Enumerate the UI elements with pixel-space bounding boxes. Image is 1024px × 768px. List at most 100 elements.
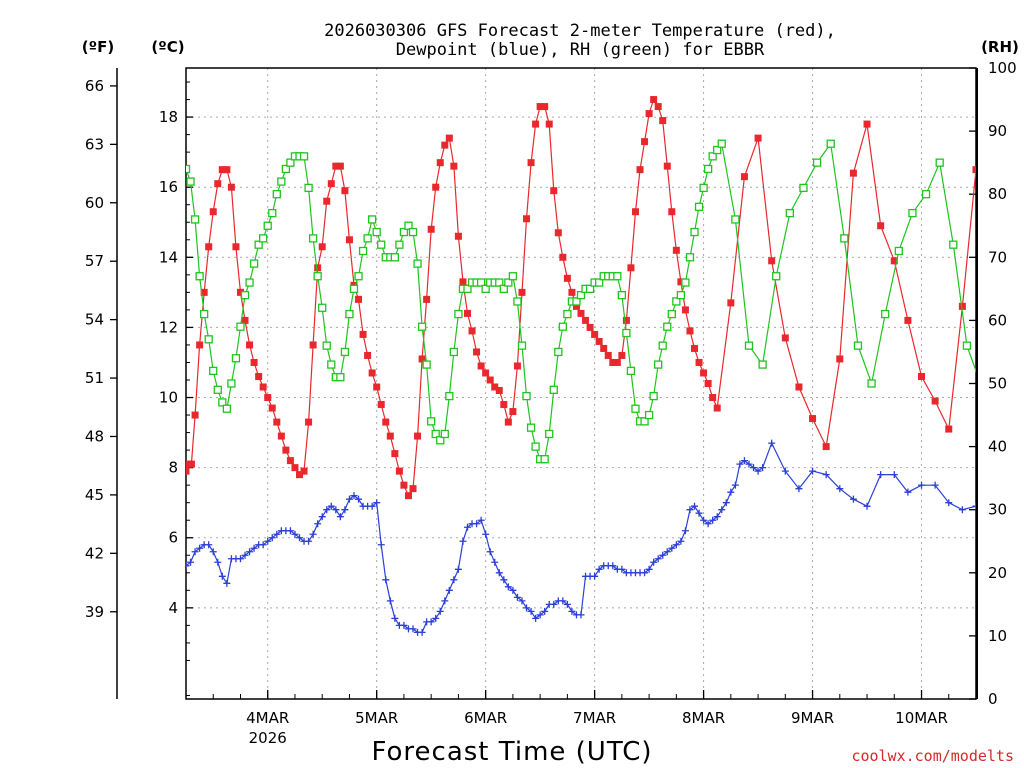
temperature-point: [781, 334, 789, 342]
rh-point: [449, 347, 459, 357]
rh-point: [499, 284, 508, 294]
rh-point: [476, 278, 486, 287]
temperature-point: [572, 302, 580, 310]
rh-point: [758, 360, 767, 369]
rh-point: [299, 152, 309, 161]
rh-point: [644, 410, 654, 420]
dewpoint-point: [454, 565, 462, 573]
rh-point: [340, 347, 350, 357]
rh-point: [631, 404, 640, 413]
dewpoint-point: [890, 471, 898, 479]
temperature-point: [513, 362, 521, 370]
dewpoint-point: [904, 488, 912, 496]
chart-title-line1: 2026030306 GFS Forecast 2-meter Temperat…: [324, 21, 836, 41]
rh-point: [613, 272, 622, 281]
temperature-point: [264, 394, 272, 402]
temperature-point: [336, 162, 344, 170]
rh-point: [200, 309, 209, 319]
dewpoint-point: [491, 558, 499, 566]
temperature-point: [568, 288, 576, 296]
rh-tick-label: 40: [988, 438, 1007, 456]
temperature-point: [822, 443, 830, 451]
dewpoint-point: [450, 576, 458, 584]
temperature-point: [191, 411, 199, 419]
dewpoint-point: [849, 495, 857, 503]
rh-point: [240, 291, 250, 300]
temperature-point: [809, 415, 817, 423]
temperature-point: [663, 162, 671, 170]
temperature-point: [246, 341, 254, 349]
dewpoint-point: [700, 516, 708, 524]
rh-tick-label: 50: [988, 375, 1007, 393]
rh-point: [622, 328, 631, 338]
temperature-point: [200, 288, 208, 296]
dewpoint-point: [641, 569, 649, 577]
dewpoint-point: [482, 530, 490, 538]
dewpoint-point: [296, 534, 304, 542]
rh-point: [445, 391, 454, 401]
dewpoint-point: [668, 544, 676, 552]
rh-point: [554, 347, 563, 357]
dewpoint-point: [509, 586, 517, 594]
rh-point: [495, 278, 504, 287]
rh-point: [545, 429, 554, 439]
rh-unit-label: (RH): [981, 38, 1019, 56]
dewpoint-point: [809, 467, 817, 475]
rh-point: [190, 215, 200, 224]
rh-point: [744, 341, 754, 350]
dewpoint-point: [332, 506, 340, 514]
date-tick-label: 4MAR: [246, 709, 289, 727]
dewpoint-point: [386, 597, 394, 605]
rh-point: [676, 291, 686, 300]
dewpoint-point: [286, 527, 294, 535]
rh-point: [812, 158, 822, 167]
temperature-point: [704, 380, 712, 387]
dewpoint-point: [704, 520, 712, 528]
rh-point: [440, 429, 449, 439]
rh-point: [245, 278, 254, 287]
temperature-point: [418, 355, 426, 363]
temperature-point: [918, 372, 926, 380]
temperature-point: [677, 278, 685, 286]
rh-point: [304, 183, 313, 193]
dewpoint-point: [709, 516, 717, 524]
dewpoint-point: [205, 541, 213, 549]
fahrenheit-tick-label: 48: [85, 427, 104, 445]
temperature-point: [355, 295, 363, 303]
rh-point: [658, 341, 667, 350]
fahrenheit-tick-label: 63: [85, 135, 104, 153]
rh-point: [268, 208, 277, 218]
temperature-point: [309, 341, 317, 349]
rh-point: [318, 303, 327, 312]
rh-point: [277, 177, 286, 186]
fahrenheit-tick-labels: 39 42 45 48 51 54 57 60 63 66: [85, 77, 117, 621]
temperature-point: [314, 264, 322, 272]
temperature-point: [291, 464, 299, 472]
temperature-point: [713, 404, 721, 412]
date-tick-label: 8MAR: [682, 709, 725, 727]
dewpoint-point: [718, 506, 726, 514]
temperature-point: [1000, 229, 1007, 236]
temperature-point: [681, 306, 689, 314]
dewpoint-point: [750, 464, 758, 472]
date-tick-label: 5MAR: [355, 709, 398, 727]
rh-point: [649, 391, 658, 401]
rh-point: [236, 322, 245, 331]
temperature-point: [400, 481, 408, 489]
rh-point: [363, 234, 372, 243]
rh-point: [358, 246, 368, 256]
fahrenheit-tick-label: 54: [85, 311, 104, 329]
dewpoint-point: [836, 485, 844, 493]
dewpoint-point: [663, 548, 671, 556]
rh-point: [867, 379, 876, 388]
rh-point: [422, 360, 431, 369]
dewpoint-point: [186, 562, 190, 570]
temperature-point: [364, 351, 372, 359]
rh-point: [962, 341, 972, 350]
dewpoint-point: [659, 551, 667, 559]
dewpoint-point: [246, 548, 254, 556]
temperature-point: [518, 288, 526, 296]
dewpoint-point: [504, 583, 512, 591]
rh-point: [685, 253, 695, 262]
